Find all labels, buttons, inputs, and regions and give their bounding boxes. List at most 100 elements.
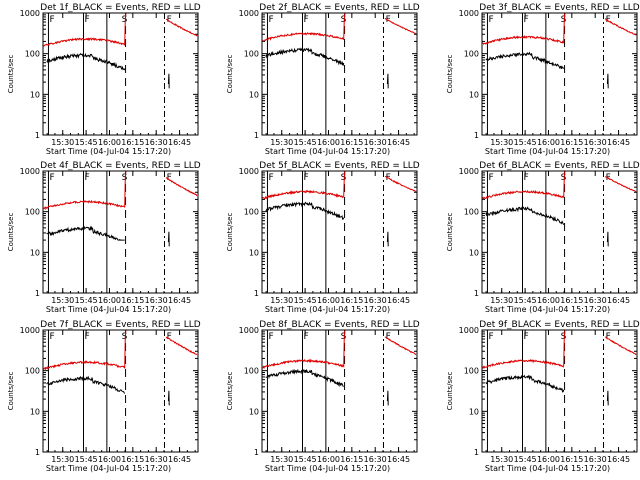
x-tick-label: 16:45 bbox=[607, 296, 630, 305]
plot-frame bbox=[481, 329, 638, 453]
x-tick-label: 16:30 bbox=[584, 455, 607, 464]
chart-panel-3: Det 3f_BLACK = Events, RED = LLD 1 10 100 10… bbox=[446, 3, 640, 156]
marker-label-s: S bbox=[561, 173, 567, 183]
y-tick-label: 1000 bbox=[459, 167, 479, 176]
y-tick-label: 10 bbox=[30, 407, 40, 416]
marker-label-f: F bbox=[268, 173, 273, 183]
x-tick-label: 16:00 bbox=[537, 138, 560, 147]
marker-label-f: F bbox=[85, 332, 90, 342]
x-axis-label: Start Time (04-Jul-04 15:17:20) bbox=[265, 147, 390, 156]
x-tick-label: 16:45 bbox=[168, 455, 191, 464]
y-tick-label: 10 bbox=[249, 407, 259, 416]
plot-frame bbox=[481, 12, 638, 136]
x-tick-label: 16:30 bbox=[584, 138, 607, 147]
x-tick-label: 16:45 bbox=[607, 455, 630, 464]
x-tick-label: 15:30 bbox=[270, 138, 293, 147]
marker-label-f: F bbox=[268, 332, 273, 342]
x-tick-label: 16:30 bbox=[145, 138, 168, 147]
x-tick-label: 15:30 bbox=[490, 138, 513, 147]
series-lld-line-segment-2 bbox=[604, 18, 637, 36]
y-tick-label: 1 bbox=[35, 131, 40, 140]
plot-frame bbox=[481, 170, 638, 294]
chart-panel-7: Det 7f_BLACK = Events, RED = LLD 1 10 100 10… bbox=[7, 320, 201, 473]
x-tick-label: 16:30 bbox=[364, 138, 387, 147]
x-tick-label: 16:30 bbox=[584, 296, 607, 305]
series-lld-line-segment-2 bbox=[604, 176, 637, 193]
marker-label-f: F bbox=[85, 15, 90, 25]
series-lld-line bbox=[482, 171, 566, 201]
series-lld-line-segment-2 bbox=[605, 336, 637, 356]
x-tick-label: 16:45 bbox=[607, 138, 630, 147]
marker-label-s: S bbox=[561, 15, 567, 25]
y-axis-label: Counts/sec bbox=[7, 213, 15, 252]
plot-frame bbox=[42, 329, 199, 453]
series-lld-line bbox=[43, 171, 127, 211]
plot-frame bbox=[261, 12, 418, 136]
series-events-line bbox=[265, 368, 344, 388]
x-axis-label: Start Time (04-Jul-04 15:17:20) bbox=[46, 305, 171, 314]
marker-label-s: S bbox=[122, 332, 128, 342]
y-tick-label: 100 bbox=[25, 50, 40, 59]
x-tick-label: 15:30 bbox=[51, 296, 74, 305]
x-tick-label: 15:45 bbox=[294, 455, 317, 464]
series-events-line bbox=[485, 206, 565, 225]
x-tick-label: 16:15 bbox=[121, 296, 144, 305]
y-tick-label: 1 bbox=[474, 289, 479, 298]
y-tick-label: 1 bbox=[474, 131, 479, 140]
x-tick-label: 15:30 bbox=[490, 455, 513, 464]
chart-title: Det 2f_BLACK = Events, RED = LLD bbox=[259, 3, 419, 13]
x-tick-label: 16:00 bbox=[317, 455, 340, 464]
marker-label-f: F bbox=[167, 15, 172, 25]
chart-title: Det 4f_BLACK = Events, RED = LLD bbox=[40, 161, 200, 171]
marker-label-f: F bbox=[488, 15, 493, 25]
series-events-line-segment-2 bbox=[606, 73, 609, 89]
marker-label-f: F bbox=[304, 15, 309, 25]
y-tick-label: 1000 bbox=[239, 167, 259, 176]
marker-label-f: F bbox=[524, 15, 529, 25]
marker-label-s: S bbox=[341, 15, 347, 25]
marker-label-f: F bbox=[167, 332, 172, 342]
marker-label-f: F bbox=[524, 173, 529, 183]
y-tick-label: 100 bbox=[464, 367, 479, 376]
marker-label-s: S bbox=[122, 15, 128, 25]
x-tick-label: 15:45 bbox=[514, 455, 537, 464]
marker-label-f: F bbox=[49, 173, 54, 183]
y-axis-label: Counts/sec bbox=[7, 55, 15, 94]
chart-title: Det 8f_BLACK = Events, RED = LLD bbox=[259, 320, 419, 330]
y-tick-label: 10 bbox=[469, 248, 479, 257]
x-tick-label: 15:45 bbox=[75, 138, 98, 147]
x-tick-label: 15:45 bbox=[75, 296, 98, 305]
series-events-line bbox=[265, 201, 345, 220]
y-axis-label: Counts/sec bbox=[226, 372, 234, 411]
y-tick-label: 1 bbox=[35, 448, 40, 457]
y-tick-label: 1 bbox=[254, 289, 259, 298]
x-tick-label: 16:45 bbox=[387, 296, 410, 305]
x-tick-label: 15:30 bbox=[490, 296, 513, 305]
x-tick-label: 16:00 bbox=[98, 455, 121, 464]
x-tick-label: 16:15 bbox=[340, 296, 363, 305]
series-lld-line bbox=[262, 330, 346, 370]
x-tick-label: 16:45 bbox=[168, 296, 191, 305]
chart-panel-6: Det 6f_BLACK = Events, RED = LLD 1 10 100 10… bbox=[446, 161, 640, 314]
x-tick-label: 16:45 bbox=[387, 138, 410, 147]
marker-label-s: S bbox=[341, 332, 347, 342]
x-tick-label: 16:45 bbox=[168, 138, 191, 147]
y-tick-label: 1 bbox=[35, 289, 40, 298]
x-tick-label: 16:45 bbox=[387, 455, 410, 464]
series-lld-line bbox=[482, 13, 566, 45]
marker-label-f: F bbox=[85, 173, 90, 183]
plot-frame bbox=[42, 170, 199, 294]
y-tick-label: 100 bbox=[244, 367, 259, 376]
series-events-line-segment-2 bbox=[606, 231, 609, 247]
y-tick-label: 1000 bbox=[459, 326, 479, 335]
chart-panel-4: Det 4f_BLACK = Events, RED = LLD 1 10 100 10… bbox=[7, 161, 201, 314]
series-events-line-segment-2 bbox=[167, 73, 170, 89]
chart-title: Det 1f_BLACK = Events, RED = LLD bbox=[40, 3, 200, 13]
marker-label-f: F bbox=[304, 173, 309, 183]
plot-frame bbox=[261, 170, 418, 294]
y-tick-label: 1000 bbox=[239, 326, 259, 335]
x-axis-label: Start Time (04-Jul-04 15:17:20) bbox=[46, 464, 171, 473]
x-tick-label: 16:00 bbox=[98, 296, 121, 305]
y-tick-label: 10 bbox=[469, 407, 479, 416]
